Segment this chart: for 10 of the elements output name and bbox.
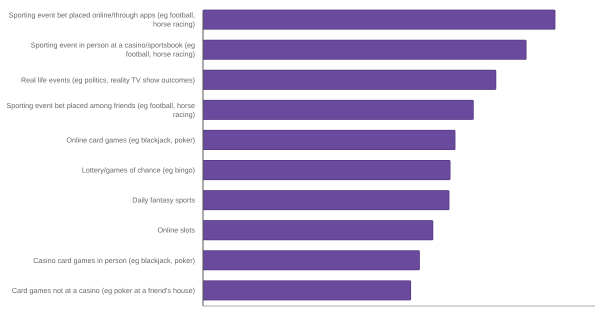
bar <box>202 10 556 30</box>
bar <box>202 130 456 150</box>
bar <box>202 100 474 120</box>
bar <box>202 40 527 60</box>
bar <box>202 220 434 240</box>
bar <box>202 70 496 90</box>
bar <box>202 280 412 300</box>
bar <box>202 250 420 270</box>
bar <box>202 190 450 210</box>
bar <box>202 160 451 180</box>
